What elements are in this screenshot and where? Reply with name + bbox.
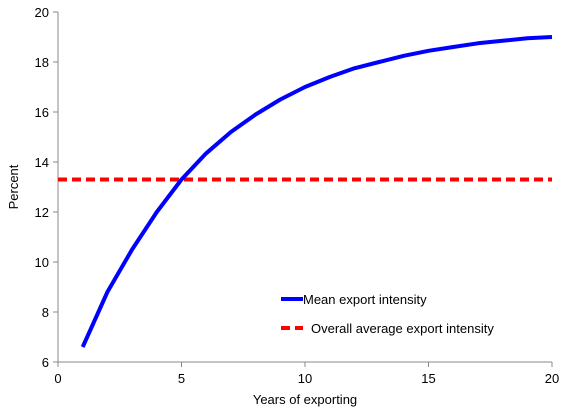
legend-label-overall-average: Overall average export intensity bbox=[311, 321, 494, 336]
x-tick-label: 10 bbox=[298, 371, 312, 386]
y-axis-title: Percent bbox=[6, 164, 21, 209]
x-tick-label: 5 bbox=[178, 371, 185, 386]
x-tick-label: 15 bbox=[421, 371, 435, 386]
y-ticks: 6 8 10 12 14 16 18 20 bbox=[35, 5, 58, 370]
axes bbox=[57, 12, 552, 363]
y-tick-label: 10 bbox=[35, 255, 49, 270]
x-tick-label: 20 bbox=[545, 371, 559, 386]
x-axis-title: Years of exporting bbox=[253, 392, 357, 407]
series-group bbox=[58, 35, 553, 348]
series-line-mean-export-intensity bbox=[80, 35, 553, 348]
y-tick-label: 8 bbox=[42, 305, 49, 320]
y-tick-label: 18 bbox=[35, 55, 49, 70]
y-tick-label: 6 bbox=[42, 355, 49, 370]
x-ticks: 0 5 10 15 20 bbox=[54, 362, 559, 386]
y-tick-label: 12 bbox=[35, 205, 49, 220]
legend: Mean export intensity Overall average ex… bbox=[281, 292, 494, 336]
legend-label-mean-export-intensity: Mean export intensity bbox=[303, 292, 427, 307]
y-tick-label: 20 bbox=[35, 5, 49, 20]
x-tick-label: 0 bbox=[54, 371, 61, 386]
y-tick-label: 14 bbox=[35, 155, 49, 170]
y-tick-label: 16 bbox=[35, 105, 49, 120]
